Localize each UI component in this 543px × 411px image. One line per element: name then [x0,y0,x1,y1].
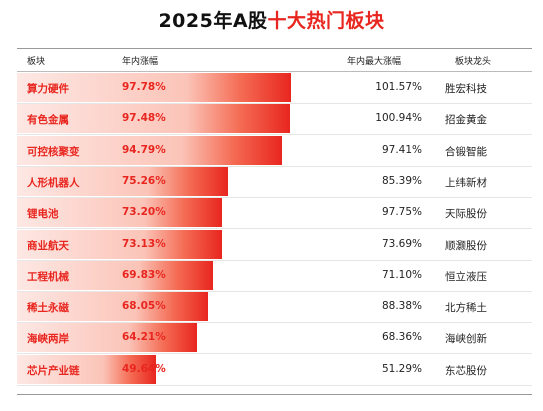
row-max-change: 100.94% [375,112,422,125]
row-category: 商业航天 [27,239,69,252]
row-leader: 东芯股份 [445,364,487,377]
row-leader: 海峡创新 [445,333,487,346]
row-ytd-change: 73.13% [122,237,166,250]
row-leader: 上纬新材 [445,176,487,189]
table-row: 海峡两岸 64.21% 68.36% 海峡创新 [17,322,532,355]
row-max-change: 97.75% [381,206,422,219]
row-leader: 招金黄金 [445,114,487,127]
table-row: 有色金属 97.48% 100.94% 招金黄金 [17,103,532,136]
table-row: 可控核聚变 94.79% 97.41% 合锻智能 [17,135,532,167]
ytd-bar [17,323,197,353]
row-category: 人形机器人 [27,176,80,189]
row-category: 海峡两岸 [27,333,69,346]
row-category: 算力硬件 [27,83,69,95]
row-leader: 合锻智能 [445,145,487,158]
header-ytd: 年内涨幅 [122,57,159,67]
ytd-bar [17,135,283,165]
row-category: 有色金属 [27,114,69,127]
table-bottom-border [17,394,532,395]
header-leader: 板块龙头 [455,57,492,67]
table-row: 工程机械 69.83% 71.10% 恒立液压 [17,260,532,292]
ytd-bar [17,260,213,290]
row-max-change: 68.36% [381,331,422,344]
header-category: 板块 [27,57,46,67]
ytd-bar [17,166,228,196]
row-ytd-change: 75.26% [122,174,166,187]
header-max: 年内最大涨幅 [347,57,402,67]
row-ytd-change: 97.78% [122,81,166,93]
row-ytd-change: 68.05% [122,300,166,313]
row-max-change: 51.29% [381,362,422,375]
ytd-bar [17,229,222,259]
row-leader: 天际股份 [445,208,487,221]
row-category: 工程机械 [27,270,69,283]
row-category: 可控核聚变 [27,145,80,158]
row-leader: 顺灏股份 [445,239,487,252]
table-row: 商业航天 73.13% 73.69% 顺灏股份 [17,229,532,261]
row-leader: 北方稀土 [445,302,487,315]
row-leader: 恒立液压 [445,270,487,283]
table-header: 板块 年内涨幅 年内最大涨幅 板块龙头 [17,48,532,72]
table-row: 芯片产业链 49.64% 51.29% 东芯股份 [17,354,532,386]
title-prefix: 2025年A股 [158,10,268,32]
row-ytd-change: 73.20% [122,206,166,219]
ytd-bar [17,292,208,322]
row-max-change: 85.39% [381,174,422,187]
row-max-change: 88.38% [381,300,422,313]
row-category: 芯片产业链 [27,364,80,377]
row-max-change: 73.69% [381,237,422,250]
row-ytd-change: 97.48% [122,112,166,125]
table-row: 锂电池 73.20% 97.75% 天际股份 [17,197,532,230]
row-ytd-change: 49.64% [122,362,166,375]
row-max-change: 71.10% [381,268,422,281]
table-row: 人形机器人 75.26% 85.39% 上纬新材 [17,166,532,198]
row-max-change: 97.41% [381,143,422,156]
ytd-bar [17,104,290,134]
ytd-bar [17,354,156,384]
row-ytd-change: 94.79% [122,143,166,156]
row-ytd-change: 64.21% [122,331,166,344]
table-row: 稀土永磁 68.05% 88.38% 北方稀土 [17,291,532,324]
title-accent: 十大热门板块 [267,10,385,32]
chart-title: 2025年A股十大热门板块 [0,6,543,33]
ytd-bar [17,73,291,102]
row-leader: 胜宏科技 [445,83,487,95]
table-row: 算力硬件 97.78% 101.57% 胜宏科技 [17,72,532,104]
ytd-bar [17,198,222,228]
row-category: 锂电池 [27,208,59,221]
row-ytd-change: 69.83% [122,268,166,281]
row-category: 稀土永磁 [27,302,69,315]
row-max-change: 101.57% [375,81,422,93]
